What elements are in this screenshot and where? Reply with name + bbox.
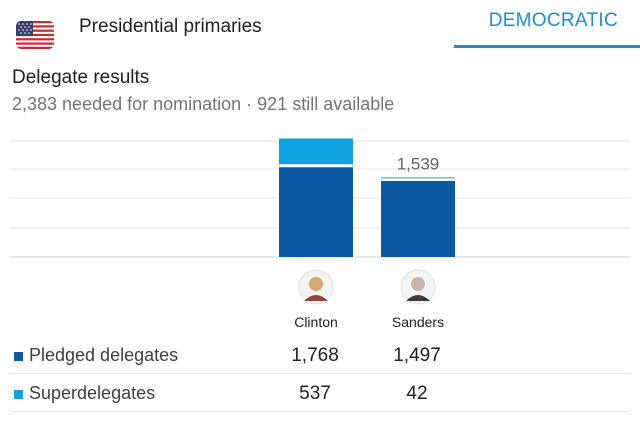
header: Presidential primaries DEMOCRATIC (0, 0, 640, 50)
tab-label: DEMOCRATIC (488, 10, 618, 31)
pledged-bar-sanders (381, 180, 455, 257)
table-row-pledged: Pledged delegates 1,768 1,497 (0, 336, 640, 374)
results-table: Pledged delegates 1,768 1,497 Superdeleg… (0, 336, 640, 412)
total-label-sanders: 1,539 (397, 154, 440, 173)
section-title: Delegate results (12, 67, 150, 88)
super-bar-sanders (381, 177, 455, 179)
super-swatch (14, 390, 23, 399)
row-divider (10, 373, 630, 374)
avatar-body-clinton (304, 295, 328, 301)
avatar-face-clinton (309, 277, 323, 291)
pledged-bar-clinton (279, 167, 353, 257)
avatar-body-sanders (406, 295, 430, 301)
pledged-swatch (14, 352, 23, 361)
clinton-pledged-value: 1,768 (291, 345, 339, 366)
super-bar-clinton (279, 138, 353, 165)
table-row-super: Superdelegates 537 42 (0, 374, 640, 412)
page-title: Presidential primaries (79, 16, 262, 37)
tab-underline (454, 45, 640, 48)
sanders-super-value: 42 (406, 383, 428, 404)
row-label: Superdelegates (29, 383, 156, 403)
avatar-face-sanders (411, 277, 425, 291)
tab-democratic[interactable]: DEMOCRATIC (365, 0, 640, 48)
candidate-name-sanders: Sanders (392, 314, 444, 330)
sanders-pledged-value: 1,497 (393, 345, 441, 366)
row-divider (10, 411, 630, 412)
candidate-name-clinton: Clinton (294, 314, 338, 330)
us-flag-icon (16, 21, 54, 49)
section-subtitle: 2,383 needed for nomination · 921 still … (12, 94, 395, 114)
clinton-super-value: 537 (299, 383, 331, 404)
row-label: Pledged delegates (29, 345, 179, 365)
